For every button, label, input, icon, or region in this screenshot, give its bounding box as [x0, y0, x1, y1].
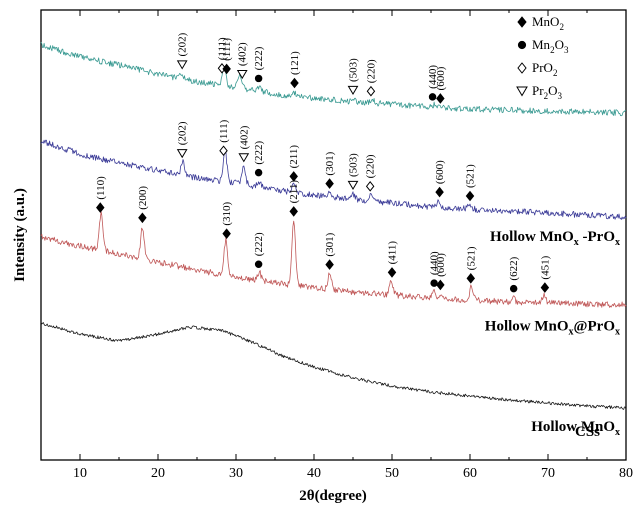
triangle-down-open-marker [238, 153, 250, 163]
circle-filled-marker [509, 284, 518, 293]
triangle-down-open-marker [176, 60, 188, 70]
peak-label: (402) [237, 42, 249, 66]
peak-label: (440) [427, 65, 439, 89]
x-tick-label: 60 [463, 466, 477, 481]
diamond-filled-marker [387, 267, 397, 278]
diamond-open-marker [517, 62, 527, 74]
peak-label: (222) [253, 46, 265, 70]
peak-label: (503) [348, 58, 360, 82]
diamond-filled-marker [325, 178, 334, 189]
peak-label: (411) [387, 241, 399, 265]
series-label-1: Hollow MnOx -PrOx [490, 229, 620, 248]
x-tick-label: 70 [541, 466, 555, 481]
peak-label: (222) [253, 232, 265, 256]
peak-label: (521) [465, 164, 477, 188]
peak-label: (202) [177, 32, 189, 56]
diamond-filled-marker [289, 171, 298, 182]
diamond-filled-marker [517, 16, 527, 28]
legend: MnO2 Mn2O3 PrO2 Pr2O3 [516, 14, 569, 101]
peak-label: (110) [95, 176, 107, 200]
x-axis-label: 2θ(degree) [299, 488, 367, 504]
peak-label: (200) [137, 186, 149, 210]
peak-label: (622) [508, 256, 520, 280]
circle-filled-marker [254, 74, 263, 83]
peak-label: (600) [435, 253, 447, 277]
diamond-filled-marker [540, 282, 550, 293]
series-line-2 [40, 210, 627, 308]
triangle-down-open-marker [347, 180, 359, 191]
series-line-3 [40, 322, 627, 410]
series-label-2: Hollow MnOx@PrOx [485, 318, 620, 337]
diamond-filled-marker [436, 279, 445, 291]
triangle-down-open-marker [236, 70, 248, 80]
triangle-down-open-marker [347, 85, 359, 96]
legend-entry-2: PrO2 [532, 60, 557, 78]
legend-entry-3: Pr2O3 [532, 83, 562, 101]
triangle-down-open-marker [176, 149, 188, 159]
peak-label: (222) [253, 140, 265, 164]
x-tick-label: 80 [619, 466, 633, 481]
diamond-filled-marker [465, 190, 475, 202]
peak-label: (211) [288, 145, 300, 169]
series-labels: Hollow MnOx -PrOx Hollow MnOx@PrOx Hollow … [485, 229, 620, 440]
circle-filled-marker [428, 93, 437, 101]
diamond-filled-marker [289, 206, 298, 217]
diamond-filled-marker [222, 228, 231, 239]
peak-label: (600) [434, 160, 446, 184]
circle-filled-marker [430, 279, 438, 287]
peak-label: (111) [221, 38, 233, 61]
peak-label: (600) [435, 66, 447, 90]
peak-annotations: (202) (111)(111) (402) (222) (121) (503) (220)… [95, 32, 551, 293]
diamond-filled-marker [138, 212, 147, 224]
peak-label: (301) [324, 232, 336, 256]
series-layer [40, 41, 627, 410]
legend-entry-0: MnO2 [532, 14, 564, 32]
diamond-filled-marker [290, 77, 299, 89]
peak-label: (301) [324, 151, 336, 175]
circle-filled-marker [254, 168, 263, 177]
y-axis-label: Intensity (a.u.) [12, 188, 28, 282]
peak-label: (310) [221, 202, 233, 226]
peak-label: (220) [365, 154, 377, 178]
x-tick-label: 30 [229, 466, 243, 481]
diamond-open-marker [365, 181, 375, 192]
x-axis: 10 20 30 40 50 60 70 80 [40, 10, 633, 481]
x-tick-label: 40 [307, 466, 321, 481]
series-label-3: Hollow MnOx [531, 419, 620, 438]
peak-label: (111) [218, 119, 230, 142]
circle-filled-marker [254, 260, 263, 268]
series-line-0 [40, 41, 627, 117]
peak-label: (211) [288, 180, 300, 204]
diamond-open-marker [219, 145, 228, 157]
x-tick-label: 20 [151, 466, 165, 481]
peak-label: (451) [539, 255, 551, 279]
diamond-filled-marker [436, 93, 445, 104]
series-line-1 [40, 139, 627, 220]
x-tick-label: 50 [385, 466, 399, 481]
peak-label: (521) [465, 246, 477, 270]
x-tick-label: 10 [73, 466, 87, 481]
diamond-filled-marker [96, 202, 105, 213]
diamond-filled-marker [435, 186, 444, 198]
series-label-css: CSs [575, 424, 600, 440]
peak-label: (402) [238, 125, 250, 149]
peak-label: (121) [289, 51, 301, 75]
diamond-filled-marker [466, 273, 476, 284]
peak-label: (202) [177, 121, 189, 145]
triangle-down-open-marker [516, 86, 528, 97]
diamond-filled-marker [325, 259, 334, 270]
peak-label: (111) [216, 37, 228, 60]
legend-entry-1: Mn2O3 [532, 37, 569, 55]
diamond-filled-marker [222, 63, 231, 75]
peak-label: (220) [365, 59, 377, 83]
diamond-open-marker [366, 85, 376, 97]
circle-filled-marker [517, 40, 527, 50]
peak-label: (440) [429, 251, 441, 275]
peak-label: (503) [348, 153, 360, 177]
